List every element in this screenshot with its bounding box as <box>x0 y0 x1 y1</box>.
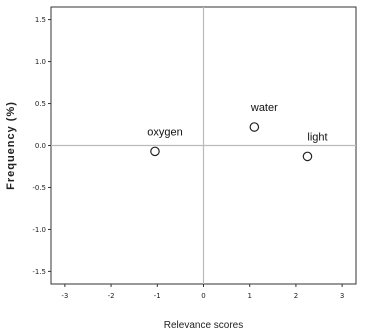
x-tick-label: 2 <box>294 292 298 300</box>
data-point-oxygen <box>150 146 160 157</box>
y-tick-label: 1.0 <box>35 58 46 66</box>
y-tick-label: 1.5 <box>35 16 46 24</box>
y-axis-title: Frequency (%) <box>5 101 17 190</box>
point-label-oxygen: oxygen <box>147 126 182 138</box>
x-tick-label: -1 <box>154 292 161 300</box>
x-axis-title: Relevance scores <box>164 320 243 331</box>
y-tick-label: -1.5 <box>32 268 46 276</box>
point-label-light: light <box>307 131 327 143</box>
y-tick-label: -0.5 <box>32 184 46 192</box>
y-tick-label: 0.0 <box>35 142 46 150</box>
data-point-light <box>302 151 313 162</box>
y-axis: 1.5 1.0 0.5 0.0 -0.5 -1.0 -1.5 <box>32 16 51 276</box>
x-axis: -3 -2 -1 0 1 2 3 <box>61 284 344 300</box>
x-tick-label: -3 <box>61 292 68 300</box>
y-tick-label: 0.5 <box>35 100 46 108</box>
data-point-water <box>249 122 260 132</box>
y-tick-label: -1.0 <box>32 226 46 234</box>
x-tick-label: 0 <box>201 292 205 300</box>
x-tick-label: 1 <box>247 292 251 300</box>
x-tick-label: 3 <box>340 292 344 300</box>
point-label-water: water <box>250 102 278 114</box>
x-tick-label: -2 <box>108 292 115 300</box>
data-points: oxygen water light <box>147 102 328 162</box>
